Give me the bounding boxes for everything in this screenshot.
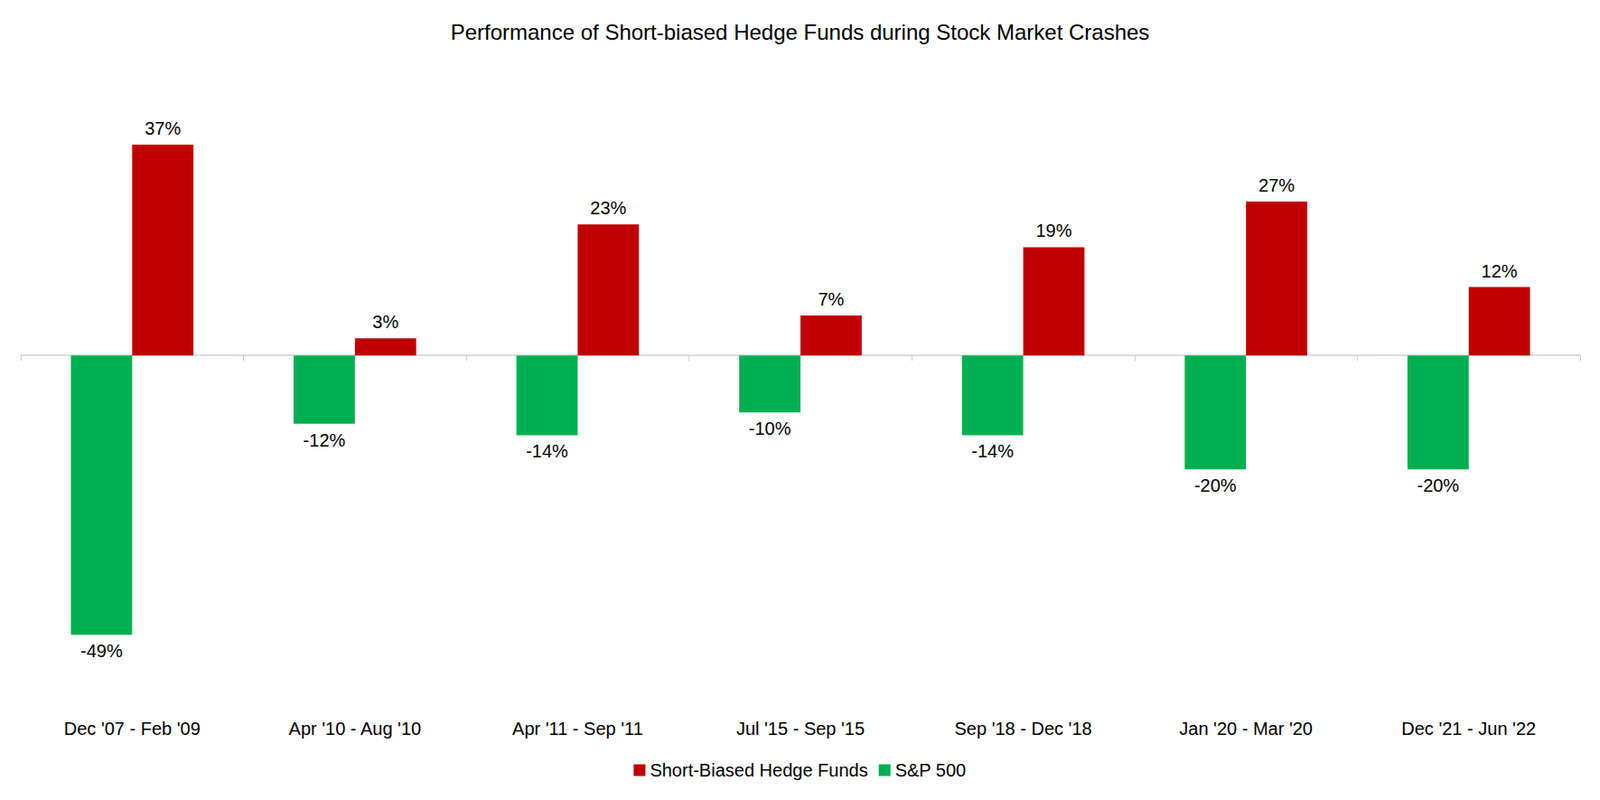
svg-text:37%: 37% [144,118,181,139]
svg-text:-12%: -12% [303,430,347,450]
svg-text:Apr '10 - Aug '10: Apr '10 - Aug '10 [289,718,422,739]
svg-text:23%: 23% [589,197,627,218]
svg-text:19%: 19% [1035,220,1072,241]
svg-text:3%: 3% [372,311,399,332]
svg-text:-20%: -20% [1194,475,1237,496]
svg-text:-14%: -14% [525,440,569,461]
svg-text:-20%: -20% [1416,475,1460,496]
svg-text:Performance of Short-biased He: Performance of Short-biased Hedge Funds … [450,19,1151,45]
svg-text:Sep '18 - Dec '18: Sep '18 - Dec '18 [954,718,1092,739]
svg-text:Short-Biased Hedge Funds: Short-Biased Hedge Funds [649,759,868,780]
svg-text:Apr '11 - Sep '11: Apr '11 - Sep '11 [512,718,644,739]
svg-text:Dec '07 - Feb '09: Dec '07 - Feb '09 [64,718,201,739]
svg-text:S&P 500: S&P 500 [895,759,967,780]
svg-text:Jul '15 - Sep '15: Jul '15 - Sep '15 [736,718,865,739]
svg-text:-49%: -49% [80,640,123,661]
svg-text:Jan '20 - Mar '20: Jan '20 - Mar '20 [1178,718,1313,739]
svg-text:-10%: -10% [748,418,792,439]
svg-text:Dec '21 - Jun '22: Dec '21 - Jun '22 [1401,718,1536,739]
svg-text:7%: 7% [817,289,844,309]
svg-text:27%: 27% [1258,175,1295,196]
svg-text:-14%: -14% [971,440,1014,461]
svg-text:12%: 12% [1481,261,1518,281]
